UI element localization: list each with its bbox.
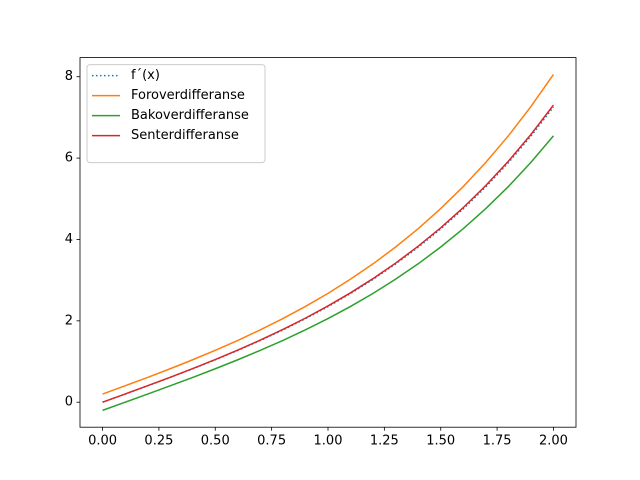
y-tick-label: 8	[65, 69, 73, 84]
legend-box	[86, 64, 266, 164]
line-series	[102, 135, 555, 412]
legend-label: Bakoverdifferanse	[131, 108, 249, 123]
x-tick-label: 0.00	[88, 434, 117, 449]
x-tick-label: 0.75	[257, 434, 286, 449]
x-tick-label: 1.75	[483, 434, 512, 449]
y-tick-label: 4	[65, 232, 73, 247]
x-tick-label: 0.25	[144, 434, 173, 449]
line-series	[102, 104, 555, 403]
legend-label: f´(x)	[131, 68, 160, 83]
y-tick-label: 2	[65, 313, 73, 328]
x-tick-label: 1.50	[426, 434, 455, 449]
y-tick-label: 0	[65, 395, 73, 410]
legend-label: Senterdifferanse	[131, 128, 239, 143]
x-tick-label: 1.25	[370, 434, 399, 449]
legend-label: Foroverdifferanse	[131, 88, 245, 103]
axes-frame	[79, 57, 577, 428]
line-series	[102, 73, 555, 395]
x-tick-label: 0.50	[201, 434, 230, 449]
y-tick-label: 6	[65, 151, 73, 166]
x-tick-label: 2.00	[539, 434, 568, 449]
x-tick-label: 1.00	[314, 434, 343, 449]
